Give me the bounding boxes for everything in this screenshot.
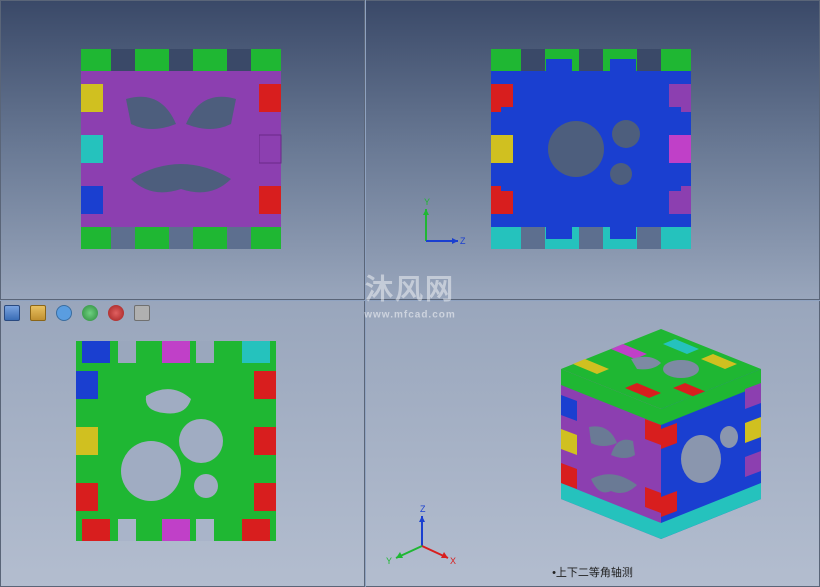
svg-text:Z: Z: [460, 236, 466, 246]
viewport-grid: Y Z: [0, 0, 820, 587]
viewport-isometric[interactable]: Z X Y •上下二等角轴测: [365, 300, 820, 587]
viewport-right[interactable]: Y Z: [365, 0, 820, 300]
print-icon[interactable]: [134, 305, 150, 321]
cad-multiview-container: Y Z: [0, 0, 820, 587]
view-toolbar: [4, 302, 150, 324]
svg-text:Y: Y: [386, 556, 392, 566]
viewport-top[interactable]: [0, 300, 365, 587]
model-blue-face: Y Z: [366, 1, 820, 300]
save-icon[interactable]: [4, 305, 20, 321]
cube-icon[interactable]: [30, 305, 46, 321]
divider-vertical[interactable]: [365, 0, 366, 587]
divider-horizontal[interactable]: [0, 300, 820, 301]
svg-text:Y: Y: [424, 197, 430, 207]
world-icon[interactable]: [82, 305, 98, 321]
model-isometric-cube: Z X Y: [366, 301, 820, 587]
svg-text:Z: Z: [420, 504, 426, 514]
viewport-front[interactable]: [0, 0, 365, 300]
ball-icon[interactable]: [108, 305, 124, 321]
view-label-isometric: •上下二等角轴测: [552, 564, 633, 580]
model-purple-face: [1, 1, 365, 300]
model-green-face: [1, 301, 365, 587]
back-icon[interactable]: [56, 305, 72, 321]
svg-text:X: X: [450, 556, 456, 566]
